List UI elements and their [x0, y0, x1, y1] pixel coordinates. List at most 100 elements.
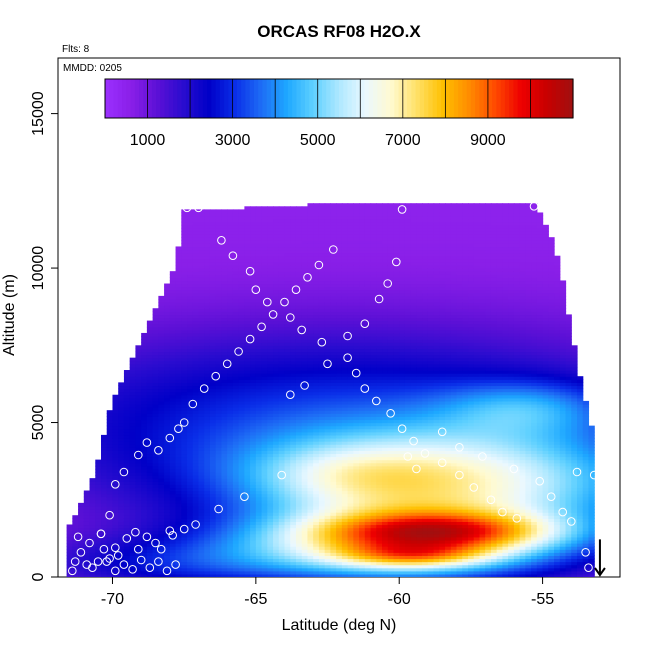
heatmap-cell — [209, 221, 217, 226]
heatmap-cell — [341, 317, 349, 322]
heatmap-cell — [152, 366, 159, 371]
heatmap-cell — [347, 323, 354, 328]
heatmap-cell — [152, 546, 159, 550]
heatmap-cell — [141, 366, 148, 371]
heatmap-cell — [284, 240, 291, 244]
heatmap-cell — [318, 317, 326, 322]
heatmap-cell — [141, 441, 148, 445]
heatmap-cell — [341, 407, 349, 411]
heatmap-cell — [181, 342, 188, 346]
heatmap-cell — [106, 484, 114, 489]
heatmap-cell — [123, 379, 131, 383]
heatmap-cell — [244, 249, 251, 254]
heatmap-cell — [112, 456, 119, 461]
heatmap-cell — [267, 505, 274, 510]
heatmap-cell — [250, 286, 257, 291]
heatmap-cell — [244, 400, 251, 405]
heatmap-cell — [232, 385, 240, 390]
heatmap-cell — [209, 336, 217, 340]
heatmap-cell — [284, 428, 291, 433]
heatmap-cell — [244, 493, 251, 498]
heatmap-cell — [341, 373, 349, 377]
heatmap-cell — [164, 336, 171, 340]
heatmap-cell — [158, 311, 165, 316]
heatmap-cell — [112, 453, 119, 458]
heatmap-cell — [301, 311, 309, 316]
heatmap-cell — [95, 536, 102, 541]
heatmap-cell — [313, 382, 320, 387]
heatmap-cell — [198, 357, 205, 362]
heatmap-cell — [227, 481, 234, 485]
heatmap-cell — [198, 527, 205, 532]
heatmap-cell — [123, 428, 131, 433]
heatmap-cell — [187, 268, 194, 272]
heatmap-cell — [192, 339, 200, 343]
heatmap-cell — [146, 329, 154, 334]
heatmap-cell — [192, 342, 200, 346]
heatmap-cell — [221, 357, 228, 362]
heatmap-cell — [267, 317, 274, 322]
heatmap-cell — [238, 484, 245, 489]
heatmap-cell — [347, 394, 354, 399]
heatmap-cell — [353, 484, 360, 489]
heatmap-cell — [227, 431, 234, 436]
heatmap-cell — [267, 400, 274, 405]
heatmap-cell — [307, 570, 314, 575]
heatmap-cell — [347, 391, 354, 396]
heatmap-cell — [106, 543, 114, 547]
heatmap-cell — [175, 407, 182, 411]
heatmap-cell — [152, 533, 159, 538]
heatmap-cell — [290, 481, 297, 485]
heatmap-cell — [273, 373, 280, 377]
heatmap-cell — [209, 564, 217, 569]
heatmap-cell — [152, 317, 159, 322]
heatmap-cell — [175, 524, 182, 529]
heatmap-cell — [290, 444, 297, 448]
heatmap-cell — [267, 555, 274, 560]
heatmap-cell — [123, 450, 131, 455]
heatmap-cell — [324, 246, 331, 251]
heatmap-cell — [301, 323, 309, 328]
heatmap-cell — [146, 478, 154, 482]
heatmap-cell — [158, 539, 165, 544]
heatmap-cell — [255, 351, 263, 356]
heatmap-cell — [347, 428, 354, 433]
heatmap-cell — [330, 203, 337, 207]
heatmap-cell — [204, 450, 211, 455]
heatmap-cell — [313, 413, 320, 417]
heatmap-cell — [255, 231, 263, 235]
heatmap-cell — [232, 515, 240, 519]
heatmap-cell — [347, 289, 354, 294]
heatmap-cell — [238, 481, 245, 485]
heatmap-cell — [244, 394, 251, 399]
heatmap-cell — [158, 397, 165, 402]
heatmap-cell — [158, 391, 165, 396]
heatmap-cell — [284, 450, 291, 455]
heatmap-cell — [301, 419, 309, 424]
heatmap-cell — [290, 360, 297, 365]
heatmap-cell — [123, 552, 131, 556]
heatmap-cell — [341, 391, 349, 396]
heatmap-cell — [250, 502, 257, 507]
heatmap-cell — [318, 558, 326, 563]
heatmap-cell — [152, 499, 159, 504]
heatmap-cell — [152, 376, 159, 380]
heatmap-cell — [330, 326, 337, 331]
heatmap-cell — [152, 509, 159, 513]
heatmap-cell — [341, 283, 349, 288]
heatmap-cell — [255, 234, 263, 238]
heatmap-cell — [112, 481, 119, 485]
heatmap-cell — [330, 252, 337, 257]
heatmap-cell — [221, 499, 228, 504]
heatmap-cell — [164, 533, 171, 538]
heatmap-cell — [353, 302, 360, 306]
heatmap-cell — [164, 456, 171, 461]
heatmap-cell — [278, 487, 286, 492]
heatmap-cell — [324, 252, 331, 257]
heatmap-cell — [324, 413, 331, 417]
heatmap-cell — [341, 336, 349, 340]
heatmap-cell — [204, 484, 211, 489]
heatmap-cell — [244, 453, 251, 458]
heatmap-cell — [169, 490, 177, 495]
heatmap-cell — [261, 357, 268, 362]
